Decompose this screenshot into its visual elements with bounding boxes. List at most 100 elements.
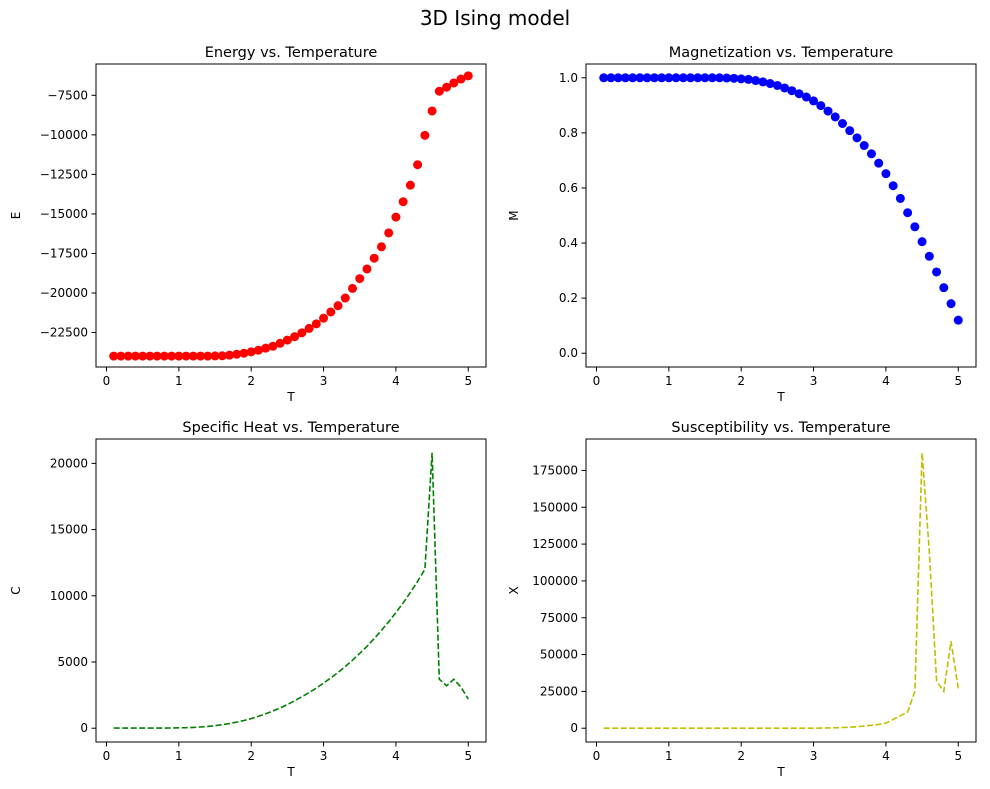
data-point — [859, 141, 869, 151]
data-point — [427, 106, 437, 116]
data-point — [434, 86, 444, 96]
axes-frame — [95, 438, 487, 743]
x-tick-label: 4 — [392, 374, 400, 388]
data-point — [729, 73, 739, 83]
x-axis-label: T — [286, 390, 295, 404]
data-point — [780, 83, 790, 93]
y-tick-label: 0.8 — [559, 126, 578, 140]
data-point — [866, 149, 876, 159]
data-point — [420, 130, 430, 140]
data-point — [413, 160, 423, 170]
data-point — [765, 79, 775, 89]
data-point — [751, 76, 761, 86]
data-point — [823, 106, 833, 116]
data-point — [809, 96, 819, 106]
plot-title: Magnetization vs. Temperature — [669, 45, 894, 61]
data-point — [628, 73, 638, 83]
data-point — [649, 73, 659, 83]
y-tick-label: 15000 — [50, 523, 88, 537]
x-tick-label: 3 — [810, 374, 818, 388]
x-axis-label: T — [286, 765, 295, 779]
y-axis-label: E — [9, 212, 23, 220]
data-point — [635, 73, 645, 83]
y-tick-label: 150000 — [532, 500, 578, 514]
x-tick-label: 5 — [954, 374, 962, 388]
axes-frame — [95, 63, 487, 368]
data-point — [442, 82, 452, 92]
y-tick-label: 0.4 — [559, 236, 578, 250]
data-point — [116, 351, 126, 361]
data-point — [384, 228, 394, 238]
data-point — [275, 338, 285, 348]
data-point — [109, 351, 119, 361]
x-tick-label: 3 — [320, 374, 328, 388]
data-point — [239, 348, 249, 358]
data-point — [953, 315, 963, 325]
y-tick-label: 0.6 — [559, 181, 578, 195]
data-point — [939, 283, 949, 293]
data-point — [606, 73, 616, 83]
x-tick-label: 5 — [464, 374, 472, 388]
data-point — [333, 301, 343, 311]
data-point — [282, 335, 292, 345]
data-point — [620, 73, 630, 83]
data-point — [838, 118, 848, 128]
x-tick-label: 1 — [665, 749, 673, 763]
data-point — [174, 351, 184, 361]
y-tick-label: −15000 — [40, 207, 88, 221]
y-tick-label: 100000 — [532, 574, 578, 588]
y-tick-label: 5000 — [57, 655, 88, 669]
data-point — [671, 73, 681, 83]
y-tick-label: 75000 — [540, 611, 578, 625]
data-point — [355, 274, 365, 284]
data-point — [700, 73, 710, 83]
data-point — [297, 328, 307, 338]
data-point — [340, 293, 350, 303]
data-point — [188, 351, 198, 361]
data-point — [917, 237, 927, 247]
y-axis-label: X — [507, 586, 521, 594]
data-point — [319, 313, 329, 323]
y-tick-label: −7500 — [47, 88, 88, 102]
x-tick-label: 1 — [175, 374, 183, 388]
x-tick-label: 2 — [737, 749, 745, 763]
y-tick-label: 0 — [80, 721, 88, 735]
data-point — [376, 242, 386, 252]
x-tick-label: 4 — [392, 749, 400, 763]
data-point — [758, 77, 768, 87]
y-tick-label: −17500 — [40, 246, 88, 260]
specific-heat-plot: 0 1 2 3 4 5 0 5000 10000 15000 20000 Specific Heat … — [9, 420, 487, 779]
data-point — [290, 332, 300, 342]
data-point — [311, 319, 321, 329]
y-tick-label: 25000 — [540, 684, 578, 698]
data-point — [181, 351, 191, 361]
plot-title: Specific Heat vs. Temperature — [182, 420, 399, 436]
x-tick-label: 2 — [247, 374, 255, 388]
susceptibility-plot: 0 1 2 3 4 5 0 25000 50000 75000 100000 125000 150000… — [507, 420, 977, 779]
y-axis-label: M — [507, 210, 521, 220]
x-tick-label: 5 — [954, 749, 962, 763]
data-point — [210, 351, 220, 361]
data-point — [449, 78, 459, 88]
y-tick-label: −12500 — [40, 167, 88, 181]
data-point — [391, 212, 401, 222]
data-point — [167, 351, 177, 361]
data-point — [910, 222, 920, 232]
data-point — [217, 351, 227, 361]
data-point — [743, 74, 753, 84]
x-tick-label: 2 — [737, 374, 745, 388]
y-tick-label: −20000 — [40, 286, 88, 300]
data-point — [599, 73, 609, 83]
x-tick-label: 2 — [247, 749, 255, 763]
data-point — [203, 351, 213, 361]
data-point — [678, 73, 688, 83]
data-point — [130, 351, 140, 361]
data-point — [736, 74, 746, 84]
plot-title: Susceptibility vs. Temperature — [671, 420, 890, 436]
data-point — [657, 73, 667, 83]
data-point — [888, 181, 898, 191]
data-point — [405, 180, 415, 190]
figure-title: 3D Ising model — [420, 6, 570, 30]
x-tick-label: 1 — [665, 374, 673, 388]
energy-plot: 0 1 2 3 4 5 −22500 −20000 −17500 −15000 −12500 −100… — [9, 45, 487, 404]
